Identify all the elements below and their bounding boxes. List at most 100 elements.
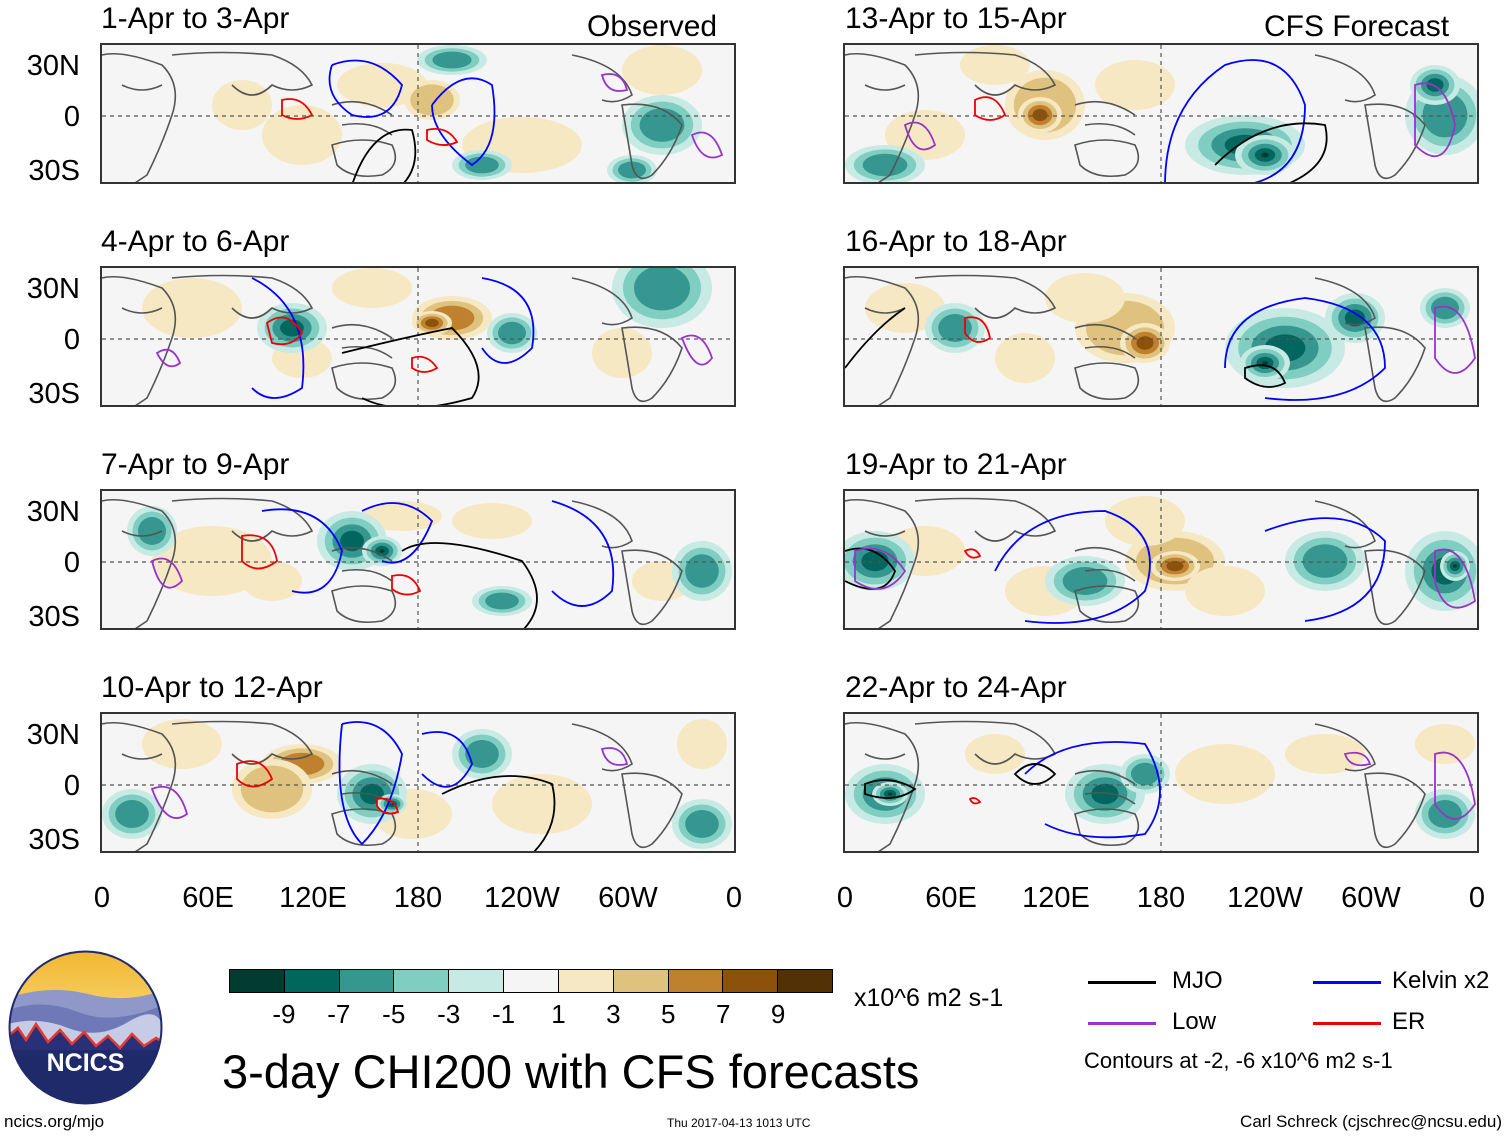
coastline [1364,549,1426,626]
positive-anomaly [1166,560,1184,572]
negative-anomaly [1131,762,1159,786]
colorbar-swatch [339,970,395,992]
wave-contour [1414,82,1456,158]
positive-anomaly [622,45,702,95]
map-canvas [102,714,734,851]
map-panel-4 [100,712,736,853]
lon-label: 180 [1136,882,1186,914]
wave-contour [265,316,304,346]
positive-anomaly [1136,336,1154,350]
wave-contour [1164,59,1306,182]
wave-contour [903,121,937,151]
colorbar-swatch [230,970,285,992]
panel-title-5: 13-Apr to 15-Apr [845,2,1067,35]
coastline [621,772,683,849]
wave-contour [411,355,439,373]
wave-contour [155,348,182,368]
map-panel-1 [100,43,736,184]
positive-anomaly [262,105,342,165]
colorbar-swatch [558,970,614,992]
wave-contour [338,721,403,846]
coastline [571,723,633,772]
footer-author: Carl Schreck (cjschrec@ncsu.edu) [1240,1112,1502,1131]
legend-kelvin-label: Kelvin x2 [1392,967,1490,994]
negative-anomaly [498,321,526,345]
coastline [171,720,314,765]
positive-anomaly [677,719,727,769]
panel-title-2: 4-Apr to 6-Apr [101,225,290,258]
map-panel-5 [843,43,1479,184]
wave-contour [1244,364,1287,388]
positive-anomaly [1105,496,1185,546]
colorbar-swatch [668,970,724,992]
positive-anomaly [212,80,272,130]
wave-contour [241,534,278,570]
coastline [571,500,633,549]
coastline [621,103,683,180]
lon-label: 60E [182,882,234,914]
wave-contour [391,574,422,596]
lat-label-30s: 30S [28,824,80,856]
legend-mjo-line [1088,981,1156,984]
wave-contour [1434,305,1476,374]
legend-low-label: Low [1172,1008,1217,1035]
colorbar-swatch [613,970,669,992]
negative-anomaly [887,792,893,796]
coastline [102,52,177,182]
coastline [621,549,683,626]
coastline [1364,103,1426,180]
wave-contour [963,548,982,559]
coastline [845,52,920,182]
lon-label: 60W [598,882,658,914]
positive-anomaly [1175,744,1275,804]
positive-anomaly [1185,566,1265,616]
wave-contour [251,277,305,399]
wave-contour [1343,751,1372,767]
negative-anomaly [1091,783,1119,805]
coastline [1074,769,1136,805]
wave-contour [964,316,992,343]
wave-contour [1024,741,1161,839]
coastline [571,277,633,326]
coastline [1074,100,1136,136]
lon-label: 120W [1227,882,1303,914]
wave-contour [421,731,473,788]
positive-anomaly [1415,724,1475,764]
map-canvas [845,45,1477,182]
wave-contour [680,334,714,366]
positive-anomaly [240,765,304,813]
colorbar-tick-label: -7 [327,999,351,1029]
coastline [1074,323,1136,359]
coastline [845,498,920,628]
wave-contour [441,775,556,851]
wave-contour [1434,548,1476,609]
colorbar-tick-label: 1 [551,999,566,1029]
coastline [571,54,633,103]
coastline [1314,54,1376,103]
wave-contour [281,98,314,120]
colorbar-tick-label: -5 [382,999,406,1029]
negative-anomaly [634,268,690,311]
wave-contour [426,127,459,146]
positive-anomaly [452,503,532,539]
observed-label: Observed [587,10,718,43]
panel-title-1: 1-Apr to 3-Apr [101,2,290,35]
coastline [102,498,177,628]
negative-anomaly [861,550,889,572]
coastline [914,51,1057,96]
panel-title-3: 7-Apr to 9-Apr [101,448,290,481]
coastline [914,497,1057,542]
positive-anomaly [1285,734,1365,774]
lon-label: 0 [1468,882,1486,914]
coastline [1074,585,1140,624]
coastline [1074,139,1140,178]
lat-label-30s: 30S [28,155,80,187]
colorbar [229,969,833,993]
negative-anomaly [1261,152,1269,158]
positive-anomaly [965,734,1025,774]
map-panel-8 [843,712,1479,853]
negative-anomaly [485,592,519,610]
positive-anomaly [885,110,965,160]
positive-anomaly [362,501,442,531]
wave-contour [1434,751,1476,820]
